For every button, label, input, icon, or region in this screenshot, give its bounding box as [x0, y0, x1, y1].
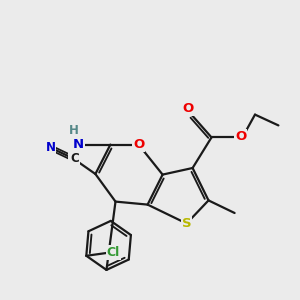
Text: H: H — [69, 124, 79, 137]
Text: C: C — [70, 152, 79, 166]
Text: N: N — [45, 141, 56, 154]
Text: O: O — [133, 138, 144, 151]
Text: O: O — [235, 130, 246, 143]
Text: Cl: Cl — [107, 246, 120, 259]
Text: H: H — [69, 152, 79, 166]
Text: N: N — [73, 138, 84, 151]
Text: O: O — [183, 102, 194, 115]
Text: S: S — [182, 217, 191, 230]
